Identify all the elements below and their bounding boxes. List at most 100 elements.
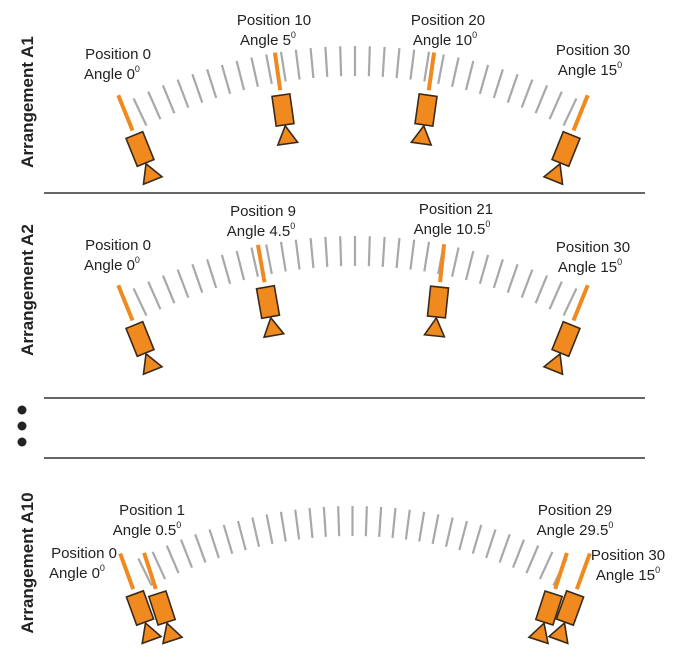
a10-arc-tick <box>265 514 274 545</box>
ellipsis-marker <box>17 405 27 447</box>
a1-arc-tick <box>191 73 204 103</box>
a10-arc-tick <box>179 539 194 569</box>
position-label: Position 30 <box>591 547 665 564</box>
a10-arc-tick <box>137 558 153 586</box>
a2-arc-tick <box>265 244 273 275</box>
position-label: Position 1 <box>119 502 185 519</box>
a10-arc-tick <box>364 506 368 537</box>
device-a10-p1 <box>142 552 184 645</box>
position-label: Position 0 <box>51 545 117 562</box>
device-a1-p20 <box>409 52 438 147</box>
beam-stick <box>118 552 136 590</box>
device-triangle <box>542 352 564 376</box>
a2-arc-tick <box>161 275 176 304</box>
angle-label: Angle 29.50 <box>537 520 614 539</box>
a1-arc-tick <box>235 60 246 91</box>
device-a1-p10 <box>271 52 300 147</box>
device-a2-p9 <box>255 244 286 339</box>
a2-arc-tick <box>534 275 549 304</box>
a2-arc-tick <box>339 236 343 267</box>
devices-a1 <box>116 52 590 186</box>
a1-arc-tick <box>381 46 386 77</box>
a10-arc-tick <box>471 524 483 555</box>
beam-stick <box>574 552 592 590</box>
a10-arc-tick <box>511 539 526 569</box>
device-box <box>124 320 156 358</box>
a1-arc-tick <box>562 97 578 127</box>
a1-arc-tick <box>437 54 445 85</box>
beam-stick <box>571 94 590 132</box>
a2-arc-tick <box>562 287 578 317</box>
device-a2-p0 <box>116 284 164 376</box>
tick-arc-a10 <box>137 506 568 586</box>
a2-arc-tick <box>250 247 259 277</box>
a1-arc-tick <box>492 69 504 99</box>
marker-label-a10-p29: Position 29 Angle 29.50 <box>537 502 614 539</box>
device-a10-p0 <box>118 552 163 645</box>
a2-arc-tick <box>206 259 218 289</box>
device-triangle <box>276 124 300 147</box>
a1-arc-tick <box>176 79 190 109</box>
position-label: Position 0 <box>85 46 151 63</box>
a2-arc-tick <box>520 269 534 299</box>
a10-arc-tick <box>194 533 207 563</box>
a2-arc-tick <box>176 269 190 299</box>
a1-arc-tick <box>324 46 329 77</box>
device-triangle <box>527 621 550 645</box>
a10-arc-tick <box>418 511 426 542</box>
device-triangle <box>161 621 184 645</box>
a10-arc-tick <box>308 508 314 539</box>
angle-label: Angle 00 <box>49 563 105 582</box>
tick-arc-a2 <box>132 236 578 317</box>
row-title-a10: Arrangement A10 <box>18 492 37 633</box>
a2-arc-tick <box>294 239 301 270</box>
a2-arc-tick <box>235 250 246 281</box>
beam-stick <box>255 244 267 283</box>
device-a1-p0 <box>116 94 164 186</box>
a2-arc-tick <box>147 281 162 310</box>
position-label: Position 21 <box>419 201 493 218</box>
a2-arc-tick <box>220 254 232 285</box>
position-label: Position 0 <box>85 237 151 254</box>
a1-arc-tick <box>279 51 287 82</box>
a1-arc-tick <box>409 49 416 80</box>
a10-arc-tick <box>391 508 397 539</box>
a10-arc-tick <box>236 520 247 551</box>
a2-arc-tick <box>492 259 504 289</box>
device-triangle <box>542 162 564 186</box>
device-triangle <box>547 621 569 645</box>
beam-stick <box>116 94 135 132</box>
device-triangle <box>142 162 164 186</box>
a1-arc-tick <box>367 46 371 77</box>
a1-arc-tick <box>534 85 549 114</box>
device-box <box>426 285 450 319</box>
a10-arc-tick <box>279 511 287 542</box>
angle-label: Angle 50 <box>240 30 296 49</box>
a1-arc-tick <box>161 85 176 114</box>
a1-arc-tick <box>395 48 401 79</box>
a10-arc-tick <box>404 509 411 540</box>
device-triangle <box>409 124 433 147</box>
a10-arc-tick <box>222 524 234 555</box>
a1-arc-tick <box>520 79 534 109</box>
devices-a2 <box>116 244 590 376</box>
marker-label-a1-p0: Position 0 Angle 00 <box>84 46 151 83</box>
marker-label-a10-p1: Position 1 Angle 0.50 <box>113 502 185 539</box>
a10-arc-tick <box>458 520 469 551</box>
marker-label-a10-p0: Position 0 Angle 00 <box>49 545 117 582</box>
position-label: Position 29 <box>538 502 612 519</box>
device-triangle <box>262 316 286 339</box>
angle-label: Angle 0.50 <box>113 520 181 539</box>
a10-arc-tick <box>444 517 454 547</box>
a10-arc-tick <box>431 514 440 545</box>
position-label: Position 10 <box>237 12 311 29</box>
marker-label-a1-p30: Position 30 Angle 150 <box>556 42 630 79</box>
a1-arc-tick <box>309 48 315 79</box>
a2-arc-tick <box>451 247 460 277</box>
angle-label: Angle 4.50 <box>227 221 295 240</box>
marker-label-a10-p30: Position 30 Angle 150 <box>591 547 665 584</box>
row-title-a1: Arrangement A1 <box>18 36 37 168</box>
a10-arc-tick <box>498 533 511 563</box>
a1-arc-tick <box>220 64 232 95</box>
